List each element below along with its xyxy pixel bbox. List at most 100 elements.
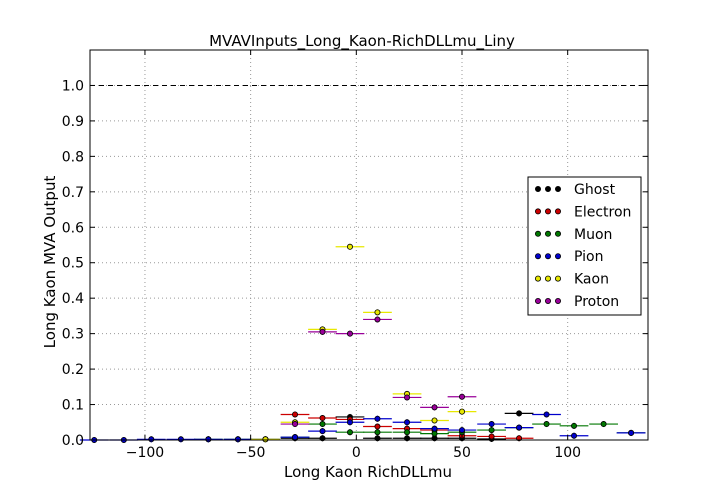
data-point [571, 422, 578, 429]
legend-marker [555, 185, 562, 192]
y-tick-label: 0.4 [62, 291, 84, 307]
legend-label: Electron [574, 204, 631, 220]
legend-label: Proton [574, 294, 619, 310]
data-point [319, 421, 326, 428]
legend-marker [555, 230, 562, 237]
legend-marker [535, 297, 542, 304]
legend-marker [535, 208, 542, 215]
legend-marker [545, 253, 552, 260]
data-point [374, 415, 381, 422]
data-point [488, 433, 495, 440]
x-tick-label: −50 [236, 445, 266, 461]
data-point [374, 309, 381, 316]
legend-item-muon: Muon [535, 227, 612, 243]
y-tick-label: 0.7 [62, 185, 84, 201]
data-point [543, 411, 550, 418]
chart-title: MVAVInputs_Long_Kaon-RichDLLmu_Liny [209, 32, 515, 51]
data-point [319, 328, 326, 335]
legend-marker [555, 208, 562, 215]
legend-marker [555, 253, 562, 260]
data-point [458, 408, 465, 415]
data-point [543, 421, 550, 428]
y-tick-label: 0.5 [62, 256, 84, 272]
x-tick-label: 100 [554, 445, 581, 461]
series-proton [280, 316, 477, 428]
legend-marker [545, 230, 552, 237]
x-axis-label: Long Kaon RichDLLmu [284, 463, 452, 481]
data-point [431, 425, 438, 432]
legend-label: Ghost [574, 182, 616, 198]
y-tick-label: 0.3 [62, 327, 84, 343]
data-point [488, 421, 495, 428]
data-point [346, 419, 353, 426]
data-point [374, 316, 381, 323]
legend-marker [545, 208, 552, 215]
y-tick-label: 0.1 [62, 398, 84, 414]
data-point [571, 432, 578, 439]
y-tick-label: 0.0 [62, 433, 84, 449]
legend-marker [535, 185, 542, 192]
series-layer [79, 243, 646, 443]
legend-label: Kaon [574, 272, 609, 288]
data-point [292, 411, 299, 418]
y-tick-label: 0.9 [62, 114, 84, 130]
legend-item-pion: Pion [535, 249, 603, 265]
data-point [431, 430, 438, 437]
data-point [404, 419, 411, 426]
data-point [431, 417, 438, 424]
data-point [205, 436, 212, 443]
series-kaon [251, 243, 477, 443]
legend-item-kaon: Kaon [535, 272, 609, 288]
data-point [292, 434, 299, 441]
data-point [516, 424, 523, 431]
data-point [374, 423, 381, 430]
legend-marker [555, 297, 562, 304]
y-tick-label: 0.8 [62, 149, 84, 165]
data-point [516, 410, 523, 417]
data-point [404, 394, 411, 401]
legend-marker [545, 185, 552, 192]
plot-frame [89, 49, 649, 441]
data-point [148, 436, 155, 443]
legend-marker [535, 230, 542, 237]
legend-marker [535, 253, 542, 260]
data-point [404, 429, 411, 436]
legend-marker [545, 275, 552, 282]
legend-marker [545, 297, 552, 304]
y-tick-label: 1.0 [62, 78, 84, 94]
axis-ticks: −100 −50 0 50 100 0.0 0.1 0.2 0.3 0.4 0.5 0.6 0.7 0.8… [62, 50, 648, 461]
data-point [262, 436, 269, 443]
data-point [374, 429, 381, 436]
data-point [346, 429, 353, 436]
x-tick-label: 0 [352, 445, 361, 461]
data-point [319, 415, 326, 422]
legend-item-electron: Electron [535, 204, 631, 220]
data-point [319, 428, 326, 435]
data-point [458, 393, 465, 400]
y-tick-label: 0.2 [62, 362, 84, 378]
legend-marker [555, 275, 562, 282]
data-point [346, 243, 353, 250]
y-tick-label: 0.6 [62, 220, 84, 236]
data-point [292, 421, 299, 428]
data-point [431, 404, 438, 411]
legend-label: Muon [574, 227, 612, 243]
legend-item-ghost: Ghost [535, 182, 616, 198]
x-tick-label: 50 [453, 445, 471, 461]
data-point [177, 436, 184, 443]
data-point [600, 421, 607, 428]
legend-item-proton: Proton [535, 294, 619, 310]
data-point [458, 427, 465, 434]
series-pion [79, 411, 646, 443]
legend-label: Pion [574, 249, 603, 265]
data-point [346, 330, 353, 337]
y-axis-label: Long Kaon MVA Output [41, 176, 59, 349]
x-tick-label: −100 [126, 445, 164, 461]
legend-box [527, 176, 642, 316]
legend: Ghost Electron Muon Pion Kaon Proton [527, 176, 642, 316]
data-point [234, 436, 241, 443]
legend-marker [535, 275, 542, 282]
data-point [488, 427, 495, 434]
data-point [628, 429, 635, 436]
